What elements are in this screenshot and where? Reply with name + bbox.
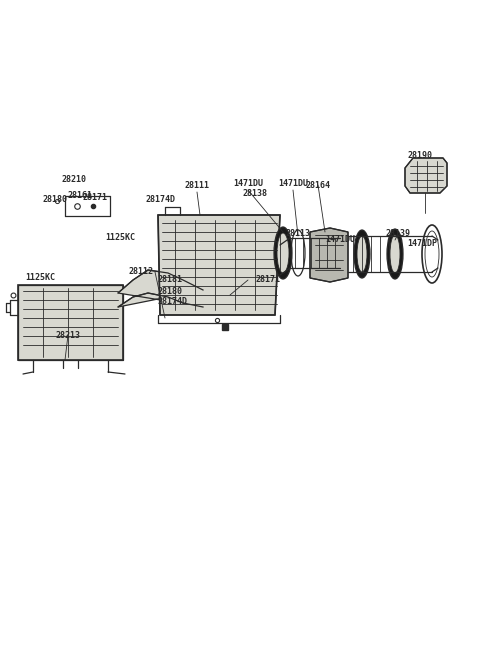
Text: 28138: 28138: [242, 189, 267, 198]
Polygon shape: [18, 285, 123, 360]
Ellipse shape: [357, 236, 367, 272]
Ellipse shape: [274, 227, 292, 279]
Text: 28213: 28213: [56, 330, 81, 340]
Text: 1471DU: 1471DU: [233, 179, 263, 187]
Polygon shape: [158, 215, 280, 315]
Text: 1125KC: 1125KC: [105, 233, 135, 242]
Text: 1471DP: 1471DP: [407, 240, 437, 248]
Text: 28113: 28113: [285, 229, 310, 238]
Text: 28171: 28171: [83, 194, 108, 202]
Polygon shape: [405, 158, 447, 193]
Text: 1471DU: 1471DU: [278, 179, 308, 187]
Text: 28174D: 28174D: [157, 298, 187, 307]
Ellipse shape: [387, 229, 403, 279]
Polygon shape: [310, 228, 348, 282]
Ellipse shape: [390, 235, 400, 273]
Text: 28180: 28180: [157, 286, 182, 296]
Text: 28112: 28112: [129, 267, 154, 277]
Text: 28210: 28210: [61, 175, 86, 185]
Text: 28171: 28171: [255, 275, 280, 284]
Text: 28111: 28111: [184, 181, 209, 189]
Text: 28164: 28164: [305, 181, 331, 189]
Ellipse shape: [354, 230, 370, 278]
Text: 1125KC: 1125KC: [25, 273, 55, 283]
Text: 28161: 28161: [68, 191, 93, 200]
Text: 28181: 28181: [157, 275, 182, 284]
Text: 28180: 28180: [43, 196, 68, 204]
Ellipse shape: [277, 233, 289, 273]
Polygon shape: [118, 270, 203, 307]
Text: 1471DU: 1471DU: [325, 235, 355, 244]
Text: 28190: 28190: [408, 150, 432, 160]
Text: 28174D: 28174D: [145, 196, 175, 204]
Text: 28139: 28139: [385, 229, 410, 238]
